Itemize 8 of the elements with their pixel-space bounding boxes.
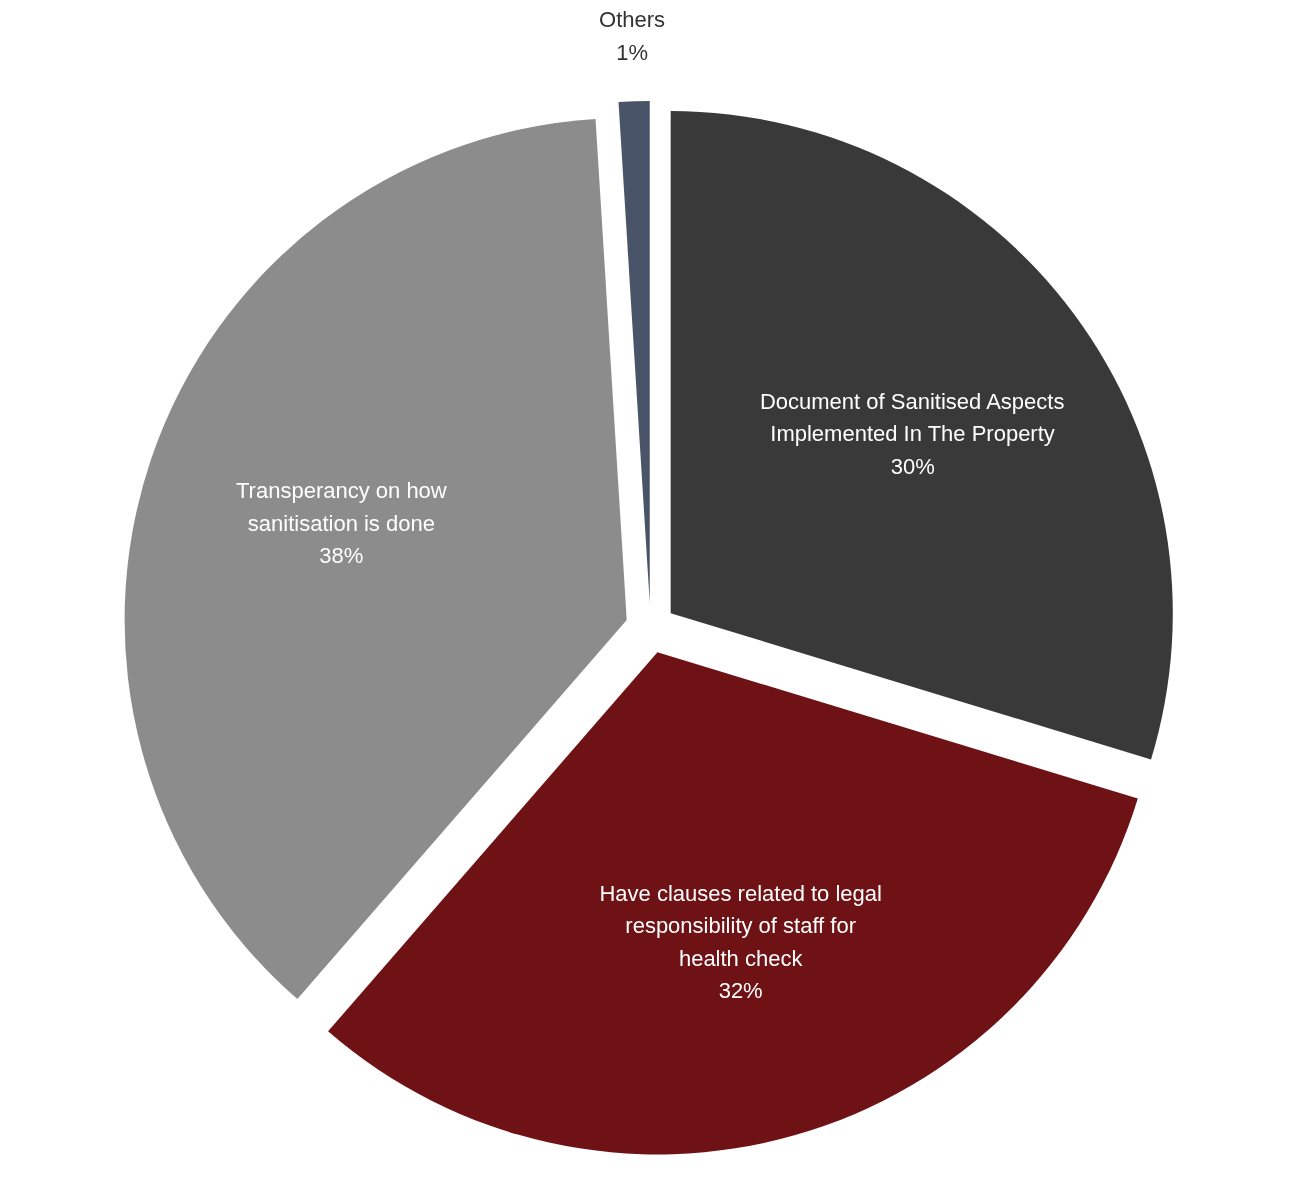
data-label: 32%: [718, 978, 763, 1004]
data-label: 1%: [616, 39, 648, 65]
slice-label: Have clauses related to legal responsibility of staff for health check: [599, 880, 882, 971]
data-label: 38%: [319, 543, 364, 569]
slice-label: Others: [599, 7, 666, 33]
slice-label: Transperancy on how sanitisation is done: [236, 478, 447, 536]
data-label: 30%: [890, 453, 935, 479]
slice-label: Document of Sanitised Aspects Implemented In The Property: [759, 388, 1065, 447]
